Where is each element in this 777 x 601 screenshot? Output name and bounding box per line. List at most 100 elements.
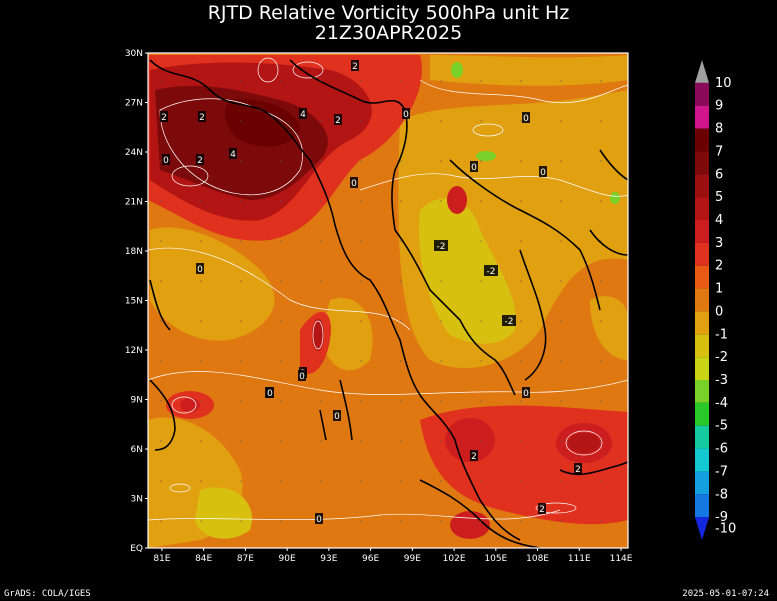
lat-label: 9N [131, 396, 143, 406]
contour-label-box [229, 148, 237, 159]
colorbar-label: -4 [715, 396, 728, 411]
colorbar-label: -7 [715, 464, 728, 479]
contour-label-box [522, 387, 530, 398]
contour-label-box [333, 410, 341, 421]
contour-label: -2 [502, 315, 516, 327]
contour-label-box [484, 265, 498, 276]
contour-label: 2 [160, 111, 168, 123]
lon-label: 81E [153, 554, 170, 564]
contour-label-box [522, 112, 530, 123]
contour-label: 2 [538, 503, 546, 515]
contour-label-box [351, 60, 359, 71]
lon-label: 84E [195, 554, 212, 564]
lat-label: 6N [131, 445, 143, 455]
lat-label: 15N [125, 297, 143, 307]
contour-label-box [160, 111, 168, 122]
contour-label-text: 4 [300, 110, 306, 120]
contour-label-text: 0 [334, 412, 340, 422]
contour-label-box [470, 450, 478, 461]
colorbar-label: 0 [715, 304, 723, 319]
contour-label-text: -2 [505, 317, 514, 327]
lon-label: 90E [279, 554, 296, 564]
colorbar-swatch [695, 174, 709, 198]
contour-label-box [196, 263, 204, 274]
colorbar-swatch [695, 197, 709, 220]
contour-label-text: 2 [161, 113, 167, 123]
contour-label-text: 2 [471, 452, 477, 462]
contour-label: 0 [196, 263, 204, 275]
contour-label-box [470, 161, 478, 172]
contour-label-text: 2 [539, 505, 545, 515]
colorbar-label: 3 [715, 236, 723, 251]
colorbar-label: 1 [715, 282, 723, 297]
colorbar-label: 2 [715, 259, 723, 274]
contour-label: -2 [484, 265, 498, 277]
lat-label: 27N [125, 99, 143, 109]
contour-label-text: 0 [299, 372, 305, 382]
contour-label: 0 [539, 166, 547, 178]
contour-label-text: 0 [523, 114, 529, 124]
colorbar-swatch [695, 334, 709, 358]
contour-label: 4 [299, 108, 307, 120]
colorbar-swatch [695, 82, 709, 106]
colorbar-label: 9 [715, 99, 723, 114]
colorbar-swatch [695, 380, 709, 403]
contour-label-box [298, 370, 306, 381]
colorbar-swatch [695, 151, 709, 175]
colorbar-swatch [695, 517, 709, 540]
latitude-labels: 30N 27N 24N 21N 18N 15N 12N 9N 6N 3N EQ [125, 49, 148, 554]
lon-label: 105E [484, 554, 507, 564]
contour-label: 0 [266, 387, 274, 399]
contour-label: 2 [351, 60, 359, 72]
lat-label: 24N [125, 148, 143, 158]
contour-label-text: 0 [540, 168, 546, 178]
colorbar-label: 6 [715, 167, 723, 182]
contour-label-box [350, 177, 358, 188]
contour-label-box [434, 240, 448, 251]
colorbar-label: -3 [715, 373, 728, 388]
contour-label: 0 [162, 154, 170, 166]
colorbar-swatch [695, 220, 709, 243]
contour-labels: 222420020400000-2-2-2020002202 [160, 60, 582, 525]
lon-label: 111E [568, 554, 591, 564]
contour-label-text: -2 [487, 267, 496, 277]
contour-label: 2 [196, 154, 204, 166]
contour-label: 0 [470, 161, 478, 173]
contour-label-text: 0 [197, 265, 203, 275]
colorbar-swatch [695, 425, 709, 449]
contour-label-text: 2 [335, 116, 341, 126]
colorbar-swatch [695, 448, 709, 472]
contour-label: 0 [333, 410, 341, 422]
colorbar-label: -2 [715, 350, 728, 365]
contour-label-text: 2 [575, 465, 581, 475]
colorbar-label: -8 [715, 487, 728, 502]
colorbar-label: -10 [715, 522, 736, 537]
colorbar-label: -9 [715, 510, 728, 525]
colorbar-swatch [695, 265, 709, 289]
colorbar-label: -6 [715, 442, 728, 457]
contour-label-box [334, 114, 342, 125]
contour-label-text: -2 [437, 242, 446, 252]
lon-label: 87E [237, 554, 254, 564]
contour-label-text: 2 [197, 156, 203, 166]
contour-label: 2 [470, 450, 478, 462]
contour-label-box [502, 315, 516, 326]
contour-label: 0 [522, 112, 530, 124]
contour-label-text: 0 [163, 156, 169, 166]
lon-label: 108E [526, 554, 549, 564]
contour-label-text: 0 [403, 110, 409, 120]
colorbar-swatch [695, 311, 709, 335]
contour-label: 4 [229, 148, 237, 160]
contour-label: -2 [434, 240, 448, 252]
contour-label-box [538, 503, 546, 514]
contour-label: 0 [298, 370, 306, 382]
contour-label-text: 2 [199, 113, 205, 123]
colorbar-swatch [695, 128, 709, 152]
footer-timestamp: 2025-05-01-07:24 [682, 589, 769, 599]
contour-label-text: 0 [316, 515, 322, 525]
lat-label: 30N [125, 49, 143, 59]
colorbar-label: -1 [715, 327, 728, 342]
lat-label: 3N [131, 495, 143, 505]
colorbar-swatch [695, 357, 709, 380]
